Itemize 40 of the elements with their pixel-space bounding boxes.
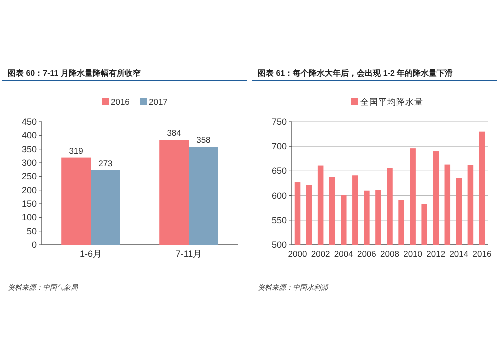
x-tick-label: 2000 <box>288 249 308 259</box>
x-tick-label: 2006 <box>357 249 377 259</box>
y-tick-label: 150 <box>22 199 37 209</box>
x-tick-label: 2012 <box>426 249 446 259</box>
data-label: 384 <box>167 128 182 138</box>
y-tick-label: 600 <box>272 190 287 201</box>
y-tick-label: 500 <box>272 240 287 250</box>
chart-title: 图表 61：每个降水大年后，会出现 1-2 年的降水量下滑 <box>258 69 454 78</box>
bar <box>189 147 218 245</box>
chart-title: 图表 60：7-11 月降水量降幅有所收窄 <box>8 69 141 78</box>
data-label: 358 <box>196 135 212 146</box>
data-label: 273 <box>98 158 114 168</box>
y-tick-label: 350 <box>22 144 37 154</box>
x-tick-label: 2014 <box>450 249 469 259</box>
x-tick-label: 2004 <box>334 249 354 259</box>
y-tick-label: 550 <box>272 215 287 226</box>
bar <box>62 158 91 245</box>
legend-label: 2017 <box>149 97 168 107</box>
y-tick-label: 250 <box>22 172 37 182</box>
legend-label: 2016 <box>111 97 130 107</box>
bar <box>91 170 120 245</box>
y-tick-label: 700 <box>272 142 287 152</box>
y-tick-label: 200 <box>22 185 37 196</box>
x-tick-label: 2008 <box>380 249 400 259</box>
legend-label: 全国平均降水量 <box>360 97 424 107</box>
bar <box>160 140 189 245</box>
y-tick-label: 400 <box>22 130 37 141</box>
y-tick-label: 750 <box>272 117 287 127</box>
y-tick-label: 650 <box>272 166 287 176</box>
x-tick-label: 2016 <box>472 249 492 259</box>
y-tick-label: 300 <box>22 158 37 168</box>
y-tick-label: 100 <box>22 212 37 223</box>
y-tick-label: 50 <box>26 226 37 236</box>
y-tick-label: 0 <box>32 240 37 250</box>
x-tick-label: 1-6月 <box>80 249 102 259</box>
x-tick-label: 7-11月 <box>176 249 202 259</box>
x-tick-label: 2010 <box>404 249 423 259</box>
data-label: 319 <box>69 146 84 156</box>
x-tick-label: 2002 <box>311 249 331 259</box>
y-tick-label: 450 <box>22 117 37 127</box>
